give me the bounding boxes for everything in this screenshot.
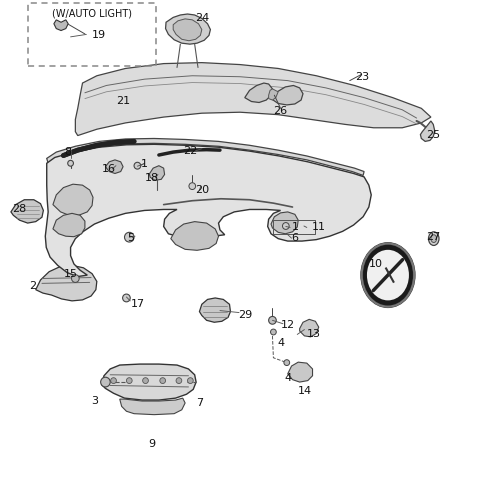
Polygon shape [420, 122, 435, 142]
Text: 21: 21 [116, 96, 130, 106]
Text: 17: 17 [131, 298, 144, 308]
Text: 4: 4 [277, 337, 284, 347]
Ellipse shape [429, 232, 439, 246]
Text: 7: 7 [196, 397, 203, 407]
Text: 16: 16 [102, 164, 116, 174]
Polygon shape [102, 365, 196, 400]
Text: 20: 20 [195, 184, 209, 195]
Circle shape [271, 329, 276, 335]
Polygon shape [269, 90, 278, 101]
Circle shape [124, 233, 134, 243]
Circle shape [189, 183, 196, 190]
Polygon shape [53, 214, 85, 237]
Circle shape [111, 378, 116, 384]
Text: 5: 5 [127, 233, 134, 243]
Circle shape [143, 378, 148, 384]
Text: 11: 11 [312, 222, 326, 232]
Text: 24: 24 [195, 13, 209, 23]
Polygon shape [199, 298, 230, 323]
Polygon shape [245, 84, 273, 103]
Polygon shape [288, 363, 312, 382]
Polygon shape [36, 266, 97, 301]
Text: 13: 13 [307, 329, 321, 339]
Polygon shape [53, 185, 93, 216]
Text: 26: 26 [274, 105, 288, 116]
Polygon shape [106, 161, 123, 174]
Text: 3: 3 [91, 395, 98, 405]
Polygon shape [271, 212, 298, 234]
Text: 8: 8 [65, 147, 72, 157]
Text: (W/AUTO LIGHT): (W/AUTO LIGHT) [52, 8, 132, 19]
Text: 27: 27 [426, 232, 441, 242]
Ellipse shape [362, 244, 414, 307]
Text: 10: 10 [369, 259, 383, 268]
Text: 15: 15 [63, 268, 78, 278]
Circle shape [282, 223, 289, 230]
Circle shape [284, 360, 289, 366]
Circle shape [72, 275, 79, 283]
Polygon shape [120, 398, 185, 415]
Polygon shape [75, 63, 431, 136]
Polygon shape [11, 201, 43, 224]
Text: 12: 12 [281, 319, 295, 329]
Circle shape [68, 161, 73, 167]
Circle shape [134, 163, 141, 170]
Circle shape [122, 294, 130, 302]
Polygon shape [271, 86, 303, 106]
Text: 18: 18 [144, 173, 159, 183]
Text: 28: 28 [12, 203, 27, 214]
Text: 1: 1 [291, 222, 299, 232]
Text: 25: 25 [426, 130, 440, 140]
Text: 22: 22 [183, 145, 197, 155]
Polygon shape [173, 20, 202, 41]
Circle shape [176, 378, 182, 384]
Polygon shape [171, 222, 218, 251]
Polygon shape [300, 320, 319, 337]
Circle shape [101, 377, 110, 387]
Circle shape [188, 378, 193, 384]
Text: 4: 4 [284, 372, 291, 383]
Polygon shape [166, 15, 210, 45]
Ellipse shape [367, 250, 409, 301]
Text: 29: 29 [238, 309, 252, 319]
Polygon shape [47, 139, 364, 176]
Text: 9: 9 [148, 438, 155, 448]
Text: 19: 19 [92, 30, 106, 41]
Text: 2: 2 [29, 280, 36, 290]
Ellipse shape [431, 235, 437, 243]
Polygon shape [149, 166, 165, 181]
Text: 14: 14 [298, 386, 312, 396]
Circle shape [160, 378, 166, 384]
Circle shape [126, 378, 132, 384]
Circle shape [269, 317, 276, 325]
Text: 1: 1 [141, 159, 148, 169]
Text: 6: 6 [291, 233, 299, 243]
Polygon shape [54, 21, 68, 31]
Text: 23: 23 [355, 72, 369, 81]
Polygon shape [45, 145, 371, 277]
